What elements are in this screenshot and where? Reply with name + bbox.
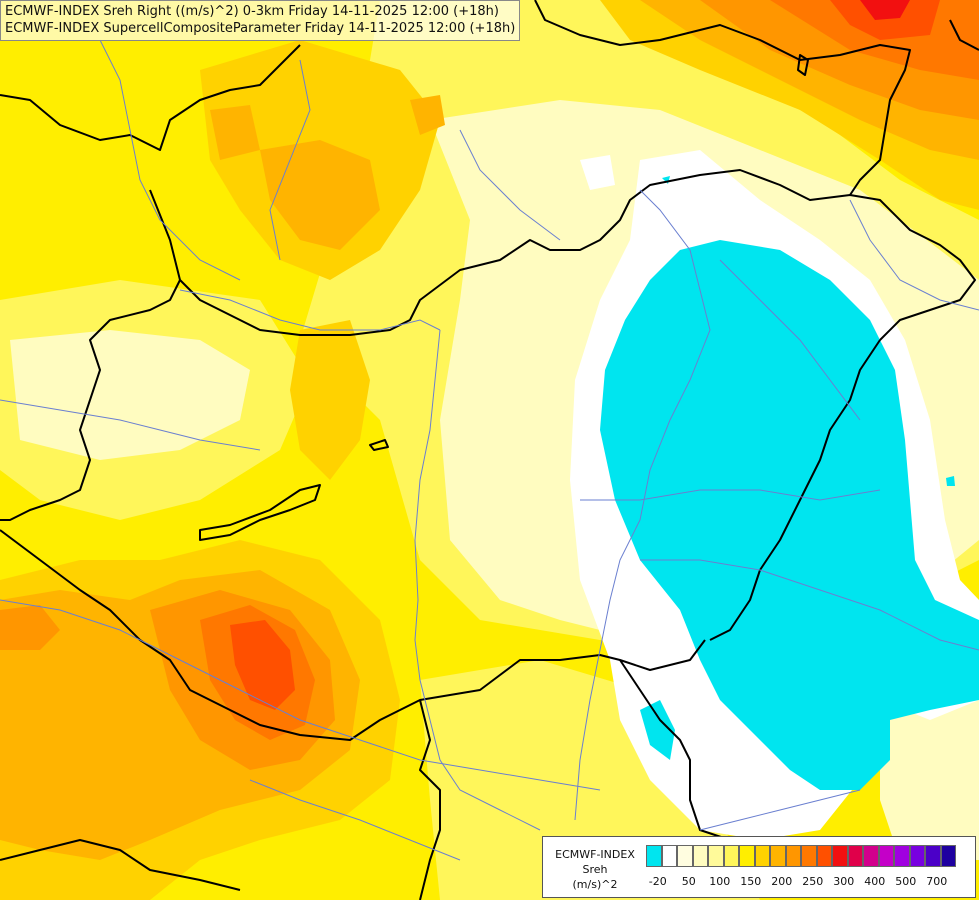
legend-swatch — [723, 845, 739, 867]
legend-swatch — [785, 845, 801, 867]
legend-swatch — [894, 845, 910, 867]
border-central-north — [149, 169, 976, 341]
border-west-vertical — [0, 279, 181, 521]
legend-tick-label: 250 — [802, 875, 824, 888]
legend-label-line-2: Sreh — [582, 863, 608, 876]
legend-label: ECMWF-INDEX Sreh (m/s)^2 — [547, 847, 643, 892]
border-south-central — [419, 699, 441, 900]
field-pale-west — [10, 330, 250, 460]
field-cyan-dot-east — [946, 476, 955, 486]
river-danube-south — [414, 329, 541, 831]
legend-swatch — [770, 845, 786, 867]
field-white-patch-north — [580, 155, 615, 190]
field-amber-north-2 — [210, 105, 260, 160]
legend-swatch — [692, 845, 708, 867]
legend-tick-label: 200 — [771, 875, 793, 888]
field-red-northeast — [860, 0, 910, 20]
legend-swatch — [909, 845, 925, 867]
legend-swatch — [661, 845, 677, 867]
rivers — [0, 39, 979, 861]
field-cyan-patch-south — [640, 700, 675, 760]
field-cyan-region — [600, 240, 979, 790]
legend-tick-label: 150 — [740, 875, 762, 888]
legend-tick-label: -20 — [648, 875, 667, 888]
legend-swatch — [847, 845, 863, 867]
legend-swatch — [739, 845, 755, 867]
legend-swatch — [754, 845, 770, 867]
legend-swatch — [863, 845, 879, 867]
river-tisza — [574, 189, 711, 821]
river-south — [249, 779, 461, 861]
legend-swatch — [801, 845, 817, 867]
legend-swatch — [677, 845, 693, 867]
border-lake-small — [369, 439, 389, 451]
legend-swatches — [646, 845, 956, 867]
map-title-line-2: ECMWF-INDEX SupercellCompositeParameter … — [5, 21, 516, 36]
border-north-west — [0, 44, 301, 151]
river-east-branch — [719, 259, 861, 421]
legend-swatch — [832, 845, 848, 867]
legend-swatch — [816, 845, 832, 867]
border-east-diagonal — [709, 339, 881, 641]
border-lake — [199, 484, 321, 541]
river-southeast — [640, 559, 979, 651]
field-amber-north — [260, 140, 380, 250]
map-title-box: ECMWF-INDEX Sreh Right ((m/s)^2) 0-3km F… — [0, 0, 521, 41]
field-orange-west — [0, 605, 60, 650]
river-north-2 — [459, 129, 561, 241]
river-drava — [0, 599, 601, 791]
field-amber-north-3 — [410, 95, 445, 135]
field-red-orange-southwest — [230, 620, 295, 710]
legend-swatch — [708, 845, 724, 867]
river-south-east-2 — [699, 789, 861, 831]
legend-swatch — [646, 845, 662, 867]
river-north — [269, 59, 311, 261]
river-west — [0, 399, 261, 451]
field-red-orange-northeast — [830, 0, 940, 40]
color-legend: ECMWF-INDEX Sreh (m/s)^2 -20 50 100 150 200 2… — [542, 836, 976, 898]
river-northwest — [99, 39, 241, 281]
river-middle — [580, 489, 881, 501]
legend-label-line-3: (m/s)^2 — [572, 878, 618, 891]
legend-tick-label: 500 — [895, 875, 917, 888]
legend-swatch — [878, 845, 894, 867]
legend-ticks: -20 50 100 150 200 250 300 400 500 700 — [646, 875, 966, 889]
border-south-west — [0, 839, 241, 891]
river-far-east — [849, 199, 979, 311]
legend-tick-label: 400 — [864, 875, 886, 888]
legend-tick-label: 100 — [709, 875, 731, 888]
field-gold-center — [290, 320, 370, 480]
river-danube-north — [179, 289, 441, 331]
map-title-line-1: ECMWF-INDEX Sreh Right ((m/s)^2) 0-3km F… — [5, 4, 499, 19]
legend-tick-label: 300 — [833, 875, 855, 888]
legend-tick-label: 50 — [681, 875, 696, 888]
border-north-east — [534, 0, 911, 196]
legend-swatch — [925, 845, 941, 867]
field-pale-southeast — [880, 680, 979, 860]
border-southwest — [0, 529, 706, 741]
border-island — [797, 54, 809, 76]
legend-label-line-1: ECMWF-INDEX — [555, 848, 635, 861]
legend-tick-label: 700 — [926, 875, 948, 888]
legend-swatch — [940, 845, 956, 867]
border-east-edge — [949, 19, 979, 51]
